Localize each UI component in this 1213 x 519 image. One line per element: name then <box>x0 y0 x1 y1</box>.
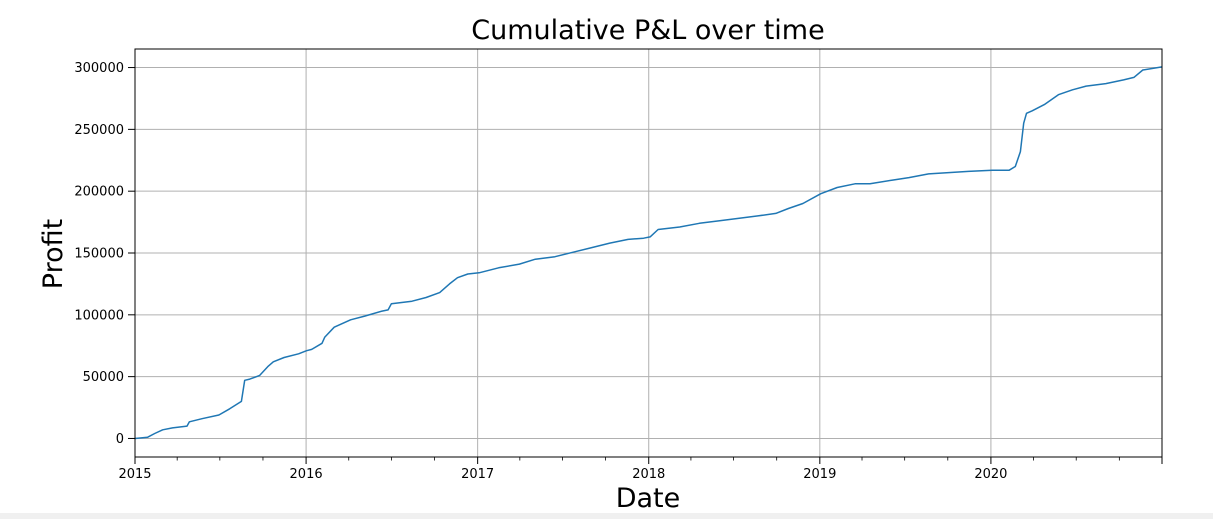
y-tick-label: 200000 <box>74 185 124 200</box>
axis-ticks: 2015 2016 2017 2018 2019 2020 0 50000 100000 1500… <box>74 61 1163 482</box>
y-tick-label: 300000 <box>74 61 124 76</box>
profit-series-line <box>134 66 1163 440</box>
bottom-strip <box>0 513 1213 519</box>
x-tick-label: 2018 <box>632 467 665 482</box>
x-tick-label: 2017 <box>461 467 494 482</box>
y-axis-label: Profit <box>38 219 69 289</box>
chart-title: Cumulative P&L over time <box>471 15 824 46</box>
x-tick-label: 2019 <box>803 467 836 482</box>
y-tick-label: 250000 <box>74 123 124 138</box>
x-axis-label: Date <box>616 483 681 514</box>
y-tick-label: 0 <box>116 432 124 447</box>
y-tick-label: 100000 <box>74 308 124 323</box>
gridlines <box>134 49 1162 457</box>
y-tick-label: 150000 <box>74 247 124 262</box>
x-tick-label: 2015 <box>118 467 151 482</box>
x-tick-label: 2016 <box>290 467 323 482</box>
x-tick-label: 2020 <box>974 467 1007 482</box>
y-tick-label: 50000 <box>83 370 124 385</box>
